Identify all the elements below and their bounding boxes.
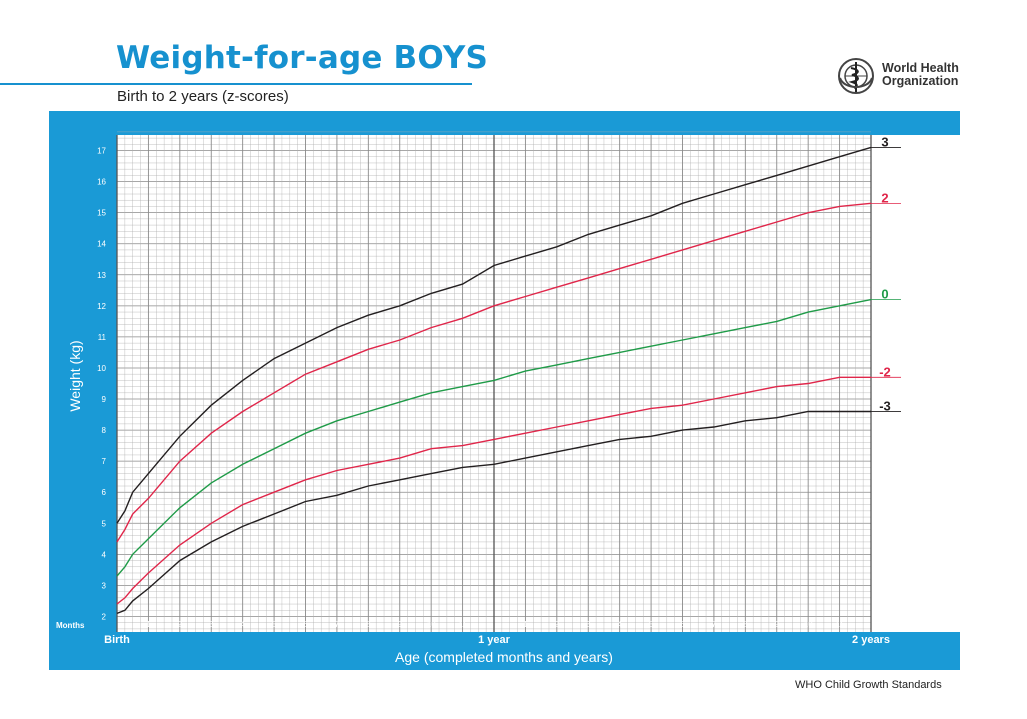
x-tick-month: 5 bbox=[649, 620, 654, 629]
grid-lines bbox=[116, 131, 872, 632]
x-tick-month: 9 bbox=[775, 620, 780, 629]
x-tick-month: 4 bbox=[617, 620, 622, 629]
z-curve--3 bbox=[116, 410, 871, 615]
x-tick-major: Birth bbox=[104, 634, 130, 646]
z-label: -3 bbox=[879, 398, 891, 413]
y-tick-right: 2 bbox=[909, 612, 914, 621]
z-score-labels: 3 2 0 -2 -3 bbox=[871, 134, 901, 413]
x-tick-month: 5 bbox=[272, 620, 277, 629]
y-tick-right: 12 bbox=[909, 302, 918, 311]
z-label: -2 bbox=[879, 364, 891, 379]
y-tick-left: 11 bbox=[98, 333, 107, 342]
y-tick-left: 6 bbox=[102, 488, 107, 497]
x-tick-month: 6 bbox=[303, 620, 308, 629]
chart-title: Weight-for-age BOYS bbox=[116, 40, 489, 76]
z-score-curves bbox=[116, 146, 872, 615]
y-tick-left: 9 bbox=[102, 395, 107, 404]
x-tick-month: 6 bbox=[680, 620, 685, 629]
x-tick-month: 2 bbox=[178, 620, 183, 629]
y-tick-right: 7 bbox=[909, 457, 914, 466]
months-label: Months bbox=[56, 621, 85, 630]
y-tick-left: 7 bbox=[102, 457, 107, 466]
z-label: 2 bbox=[881, 190, 888, 205]
x-tick-month: 10 bbox=[804, 620, 813, 629]
x-tick-month: 4 bbox=[240, 620, 245, 629]
y-tick-right: 8 bbox=[909, 426, 914, 435]
y-tick-left: 16 bbox=[97, 178, 106, 187]
x-tick-major: 1 year bbox=[478, 634, 511, 646]
y-tick-labels: 2 2 3 3 4 4 5 5 6 6 7 7 8 8 9 9 10 10 11 11 12 12 13 13 14 14 15 15… bbox=[97, 147, 918, 622]
x-tick-month: 8 bbox=[743, 620, 748, 629]
y-tick-left: 3 bbox=[102, 581, 107, 590]
x-tick-month: 11 bbox=[835, 620, 844, 629]
y-tick-left: 10 bbox=[97, 364, 106, 373]
z-label: 3 bbox=[881, 134, 888, 149]
x-tick-month: 7 bbox=[712, 620, 717, 629]
x-tick-month: 8 bbox=[366, 620, 371, 629]
y-tick-right: 15 bbox=[909, 209, 918, 218]
y-tick-right: 13 bbox=[909, 271, 918, 280]
y-tick-right: 17 bbox=[909, 147, 918, 156]
z-curve--2 bbox=[116, 376, 871, 605]
org-name: World Health Organization bbox=[882, 62, 959, 88]
y-tick-right: 9 bbox=[909, 395, 914, 404]
y-tick-right: 4 bbox=[909, 550, 914, 559]
y-tick-left: 5 bbox=[102, 519, 107, 528]
footer-source: WHO Child Growth Standards bbox=[795, 679, 942, 691]
y-tick-left: 17 bbox=[97, 147, 106, 156]
y-tick-right: 10 bbox=[909, 364, 918, 373]
y-tick-right: 5 bbox=[909, 519, 914, 528]
y-tick-right: 6 bbox=[909, 488, 914, 497]
x-tick-major: 2 years bbox=[852, 634, 890, 646]
x-axis-label: Age (completed months and years) bbox=[395, 649, 613, 665]
y-axis-label: Weight (kg) bbox=[67, 340, 83, 411]
who-emblem-icon bbox=[838, 58, 874, 94]
chart-subtitle: Birth to 2 years (z-scores) bbox=[117, 88, 289, 105]
org-name-line2: Organization bbox=[882, 74, 959, 88]
z-curve-0 bbox=[116, 298, 872, 577]
x-tick-month: 3 bbox=[209, 620, 214, 629]
z-curve-2 bbox=[116, 202, 872, 543]
title-underline bbox=[0, 83, 472, 85]
x-tick-month: 3 bbox=[586, 620, 591, 629]
z-label: 0 bbox=[881, 287, 888, 302]
x-tick-month: 9 bbox=[398, 620, 403, 629]
x-tick-month: 7 bbox=[335, 620, 340, 629]
x-tick-month: 1 bbox=[146, 620, 151, 629]
y-tick-right: 3 bbox=[909, 581, 914, 590]
x-tick-labels: Birth 1 2 3 4 5 6 7 8 9 10 11 1 year 1 2 3 4 5 6 7 8 9 10 11 2 y… bbox=[104, 620, 890, 646]
y-tick-right: 11 bbox=[909, 333, 918, 342]
x-tick-month: 2 bbox=[555, 620, 560, 629]
x-tick-month: 11 bbox=[458, 620, 467, 629]
y-tick-left: 12 bbox=[97, 302, 106, 311]
y-tick-right: 16 bbox=[909, 178, 918, 187]
y-tick-left: 14 bbox=[97, 240, 106, 249]
plot-area bbox=[117, 135, 960, 632]
z-curve-3 bbox=[116, 146, 872, 524]
org-name-line1: World Health bbox=[882, 61, 959, 75]
y-tick-left: 13 bbox=[97, 271, 106, 280]
y-tick-left: 2 bbox=[102, 612, 107, 621]
y-tick-left: 15 bbox=[97, 209, 106, 218]
y-tick-left: 4 bbox=[102, 550, 107, 559]
y-tick-right: 14 bbox=[909, 240, 918, 249]
x-tick-month: 1 bbox=[523, 620, 528, 629]
y-tick-left: 8 bbox=[102, 426, 107, 435]
x-tick-month: 10 bbox=[427, 620, 436, 629]
